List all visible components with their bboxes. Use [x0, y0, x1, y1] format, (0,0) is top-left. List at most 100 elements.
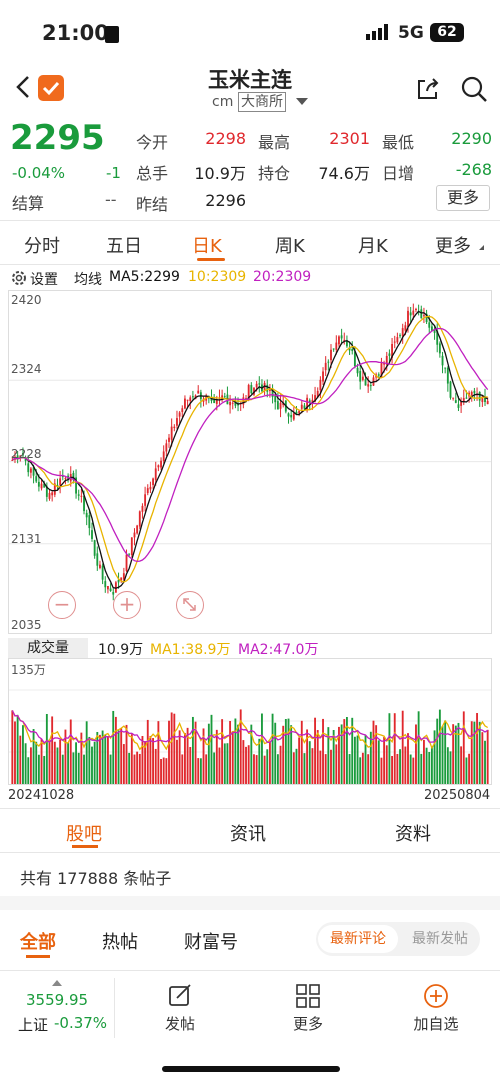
candle-body — [380, 363, 383, 377]
volume-bar — [154, 748, 157, 784]
volume-chart[interactable] — [8, 658, 492, 785]
id-icon — [105, 26, 119, 43]
low-value: 2290 — [451, 129, 492, 148]
candle-body — [454, 400, 457, 403]
volume-indicator-label[interactable]: 成交量 — [8, 638, 88, 658]
candle-body — [61, 476, 64, 478]
candle-body — [430, 326, 433, 331]
tab-weekly-k[interactable]: 周K — [275, 236, 305, 257]
volume-bar — [14, 721, 16, 784]
page-title: 玉米主连 — [208, 68, 292, 92]
volume-bar — [268, 741, 271, 784]
candle-body — [423, 315, 425, 317]
candle-body — [250, 385, 253, 394]
volume-bar — [146, 719, 149, 784]
volume-bar — [229, 720, 232, 784]
candle-body — [165, 443, 168, 452]
candle-body — [122, 573, 125, 580]
change-pct: -0.04% — [12, 164, 66, 182]
volume-bar — [191, 716, 194, 784]
tab-daily-k[interactable]: 日K — [192, 236, 222, 257]
volume-bar — [292, 752, 295, 784]
tab-more[interactable]: 更多 — [435, 236, 471, 257]
candle-body — [266, 384, 269, 392]
volume-bar — [189, 746, 192, 784]
add-watchlist-label[interactable]: 加自选 — [413, 1015, 459, 1033]
back-icon[interactable] — [12, 74, 34, 100]
sort-latest-comment[interactable]: 最新评论 — [318, 925, 398, 953]
zoom-out-button[interactable]: − — [48, 591, 76, 619]
sort-latest-post[interactable]: 最新发帖 — [412, 931, 468, 947]
filter-all[interactable]: 全部 — [20, 932, 56, 953]
candle-body — [446, 367, 449, 384]
candle-body — [303, 405, 306, 409]
candle-body — [348, 347, 351, 351]
volume-bar — [88, 736, 91, 784]
change-value: -1 — [106, 164, 121, 182]
tab-guba[interactable]: 股吧 — [66, 824, 102, 845]
zoom-in-button[interactable]: + — [113, 591, 141, 619]
index-expand-icon[interactable] — [52, 980, 62, 986]
candle-body — [223, 396, 226, 398]
candle-body — [377, 374, 380, 376]
add-watchlist-icon[interactable] — [423, 983, 449, 1013]
volume-bar — [250, 724, 253, 784]
candle-body — [425, 313, 428, 323]
candle-body — [19, 455, 22, 459]
volume-bar — [59, 739, 62, 784]
candle-body — [101, 565, 104, 580]
volume-bar — [104, 734, 107, 784]
candle-body — [51, 492, 54, 496]
index-value[interactable]: 3559.95 — [26, 991, 89, 1009]
volume-bar — [359, 757, 362, 784]
candle-body — [484, 396, 486, 403]
volume-bar — [460, 746, 463, 784]
volume-bar — [369, 731, 372, 784]
filter-wealth[interactable]: 财富号 — [184, 932, 238, 953]
volume-bar — [407, 733, 409, 784]
tab-monthly-k[interactable]: 月K — [358, 236, 388, 257]
candle-body — [197, 390, 200, 394]
volume-bar — [430, 746, 433, 784]
volume-bar — [149, 735, 152, 784]
dropdown-icon[interactable] — [296, 98, 308, 105]
tab-news[interactable]: 资讯 — [230, 824, 266, 845]
settings-gear-icon[interactable] — [10, 269, 28, 291]
volume-bar — [242, 740, 245, 784]
volume-bar — [393, 713, 396, 784]
tab-profile[interactable]: 资料 — [395, 824, 431, 845]
volume-label: 总手 — [136, 164, 169, 183]
y-tick-4: 2035 — [11, 618, 42, 632]
volume-bar — [80, 732, 83, 784]
candle-body — [385, 355, 388, 365]
more-quote-button[interactable]: 更多 — [436, 185, 490, 211]
candle-body — [271, 389, 274, 398]
watchlist-check-icon[interactable] — [38, 75, 64, 101]
volume-bar — [29, 747, 32, 784]
volume-bar — [45, 713, 48, 784]
post-label[interactable]: 发帖 — [164, 1015, 195, 1033]
candle-body — [340, 335, 343, 339]
volume-bar — [83, 754, 85, 784]
last-price: 2295 — [10, 118, 105, 158]
more-grid-icon[interactable] — [296, 984, 320, 1012]
candle-body — [80, 495, 83, 497]
search-icon[interactable] — [460, 75, 488, 107]
candle-body — [306, 397, 309, 411]
filter-hot[interactable]: 热帖 — [102, 932, 138, 953]
tab-timeshare[interactable]: 分时 — [24, 236, 60, 257]
volume-bar — [338, 726, 340, 784]
volume-bar — [351, 717, 354, 784]
volume-bar — [348, 754, 351, 784]
settings-label[interactable]: 设置 — [30, 272, 58, 288]
more-label[interactable]: 更多 — [292, 1015, 323, 1033]
oi-value: 74.6万 — [318, 164, 370, 183]
kline-chart[interactable] — [8, 290, 492, 634]
share-icon[interactable] — [414, 75, 442, 107]
post-edit-icon[interactable] — [168, 983, 192, 1011]
tab-five-day[interactable]: 五日 — [106, 236, 142, 257]
fullscreen-button[interactable] — [176, 591, 204, 619]
ma20-line — [11, 327, 489, 563]
candle-body — [120, 577, 123, 581]
volume-bar — [144, 741, 147, 784]
